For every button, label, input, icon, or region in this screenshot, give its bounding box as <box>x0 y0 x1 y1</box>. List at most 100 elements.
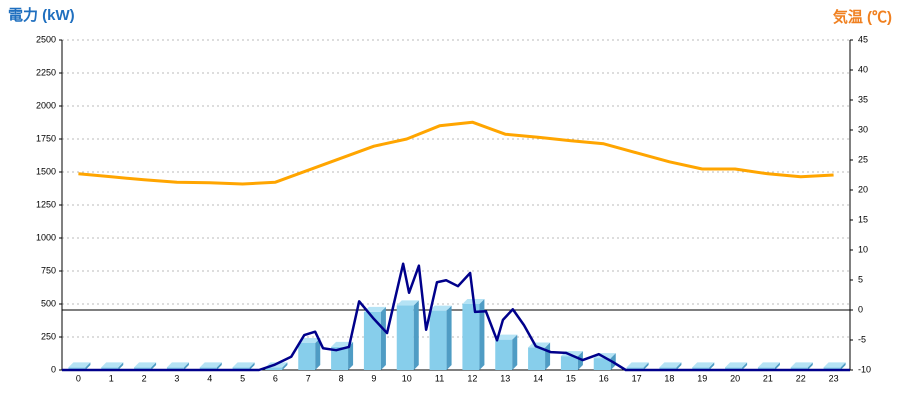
y-tick-label: 1000 <box>36 232 56 242</box>
bar-side <box>183 362 189 370</box>
bar-front <box>626 367 644 370</box>
bar-front <box>659 367 677 370</box>
bar-top <box>725 362 748 368</box>
bar-top <box>166 362 189 368</box>
y2-tick-label: 45 <box>858 34 868 44</box>
bar-top <box>101 362 124 368</box>
bar-side <box>413 300 419 370</box>
y-tick-label: 750 <box>41 265 56 275</box>
y2-tick-label: 20 <box>858 184 868 194</box>
x-tick-label: 13 <box>500 373 510 383</box>
y-tick-label: 2250 <box>36 67 56 77</box>
bar-front <box>396 305 414 370</box>
bar-side <box>282 362 288 370</box>
bar-side <box>676 362 682 370</box>
power-line <box>62 262 850 372</box>
bar-front <box>462 304 480 370</box>
bar-top <box>757 362 780 368</box>
y-tick-label: 0 <box>51 364 56 374</box>
y-tick-label: 2000 <box>36 100 56 110</box>
bar-side <box>643 362 649 370</box>
bar-top <box>298 337 321 343</box>
x-tick-label: 8 <box>339 373 344 383</box>
bar-front <box>593 358 611 370</box>
y-tick-label: 1500 <box>36 166 56 176</box>
bar-top <box>692 362 715 368</box>
y-tick-label: 1750 <box>36 133 56 143</box>
x-tick-label: 1 <box>109 373 114 383</box>
bar-side <box>249 362 255 370</box>
bar-side <box>380 306 386 370</box>
bar-side <box>512 334 518 370</box>
y2-tick-label: 5 <box>858 274 863 284</box>
bar-side <box>446 305 452 370</box>
bar-front <box>528 347 546 370</box>
x-tick-label: 23 <box>829 373 839 383</box>
bar-top <box>331 341 354 347</box>
bar-front <box>331 346 349 370</box>
y2-axis-title: 気温 (℃) <box>833 8 892 26</box>
bar-front <box>363 311 381 370</box>
bar-side <box>840 362 846 370</box>
bar-top <box>626 362 649 368</box>
bar-front <box>790 367 808 370</box>
y2-tick-label: -5 <box>858 334 866 344</box>
y-tick-label: 500 <box>41 298 56 308</box>
y2-tick-label: 40 <box>858 64 868 74</box>
y2-tick-label: 0 <box>858 304 863 314</box>
x-tick-label: 22 <box>796 373 806 383</box>
bar-front <box>101 367 119 370</box>
bar-front <box>823 367 841 370</box>
x-tick-label: 16 <box>599 373 609 383</box>
bar-front <box>232 367 250 370</box>
bar-side <box>742 362 748 370</box>
y2-tick-label: 25 <box>858 154 868 164</box>
x-tick-label: 12 <box>467 373 477 383</box>
bar-top <box>823 362 846 368</box>
bar-top <box>396 300 419 306</box>
bar-side <box>774 362 780 370</box>
bar-top <box>68 362 91 368</box>
y2-tick-label: -10 <box>858 364 871 374</box>
bar-front <box>725 367 743 370</box>
bar-top <box>363 306 386 312</box>
x-tick-label: 7 <box>306 373 311 383</box>
bar-side <box>315 337 321 370</box>
y2-tick-label: 15 <box>858 214 868 224</box>
x-tick-label: 10 <box>402 373 412 383</box>
x-tick-label: 4 <box>207 373 212 383</box>
bar-side <box>577 351 583 370</box>
x-tick-label: 5 <box>240 373 245 383</box>
x-tick-label: 21 <box>763 373 773 383</box>
bar-front <box>265 367 283 370</box>
x-tick-label: 18 <box>664 373 674 383</box>
bar-top <box>659 362 682 368</box>
x-tick-label: 11 <box>435 373 444 383</box>
x-tick-label: 6 <box>273 373 278 383</box>
bar-side <box>151 362 157 370</box>
y2-tick-label: 10 <box>858 244 868 254</box>
y-axis-title: 電力 (kW) <box>8 6 75 24</box>
y-tick-label: 250 <box>41 331 56 341</box>
bar-top <box>134 362 157 368</box>
temperature-line <box>78 120 834 186</box>
x-tick-label: 17 <box>632 373 642 383</box>
x-tick-label: 15 <box>566 373 576 383</box>
bar-front <box>298 342 316 370</box>
x-tick-label: 2 <box>142 373 147 383</box>
bar-side <box>118 362 124 370</box>
bar-top <box>199 362 222 368</box>
bar-top <box>232 362 255 368</box>
y2-tick-label: 35 <box>858 94 868 104</box>
y-tick-label: 2500 <box>36 34 56 44</box>
bar-side <box>479 299 485 370</box>
bar-front <box>429 310 447 370</box>
x-tick-label: 9 <box>371 373 376 383</box>
bar-top <box>429 305 452 311</box>
x-tick-label: 20 <box>730 373 740 383</box>
bar-front <box>757 367 775 370</box>
x-tick-label: 3 <box>174 373 179 383</box>
x-tick-label: 0 <box>76 373 81 383</box>
x-tick-label: 14 <box>533 373 543 383</box>
